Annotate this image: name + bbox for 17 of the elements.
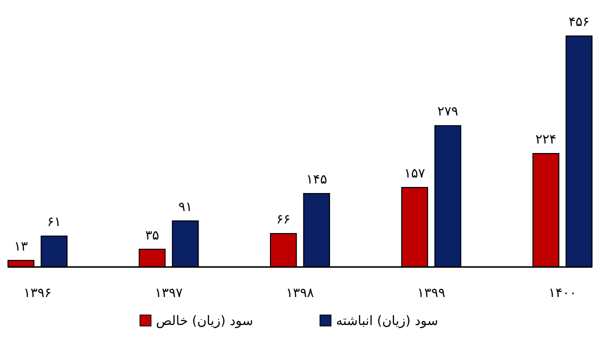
- x-tick-label: ۱۳۹۹: [417, 286, 446, 301]
- data-label: ۹۱: [178, 200, 192, 215]
- data-label: ۲۲۴: [535, 132, 556, 148]
- data-label: ۶۶: [276, 212, 290, 228]
- data-label: ۳۵: [145, 228, 160, 244]
- legend-label: سود (زیان) خالص: [156, 314, 254, 329]
- x-tick-label: ۱۳۹۷: [154, 286, 183, 301]
- x-tick-label: ۱۴۰۰: [548, 286, 576, 301]
- data-label: ۱۳: [14, 239, 28, 254]
- data-label: ۶۱: [47, 215, 62, 230]
- data-label: ۱۴۵: [306, 172, 328, 188]
- data-label: ۱۵۷: [404, 166, 426, 182]
- x-tick-label: ۱۳۹۶: [24, 286, 52, 301]
- data-label: ۴۵۶: [568, 15, 590, 30]
- legend-label: سود (زیان) انباشته: [336, 314, 438, 329]
- data-label: ۲۷۹: [437, 104, 458, 120]
- x-tick-label: ۱۳۹۸: [286, 286, 314, 301]
